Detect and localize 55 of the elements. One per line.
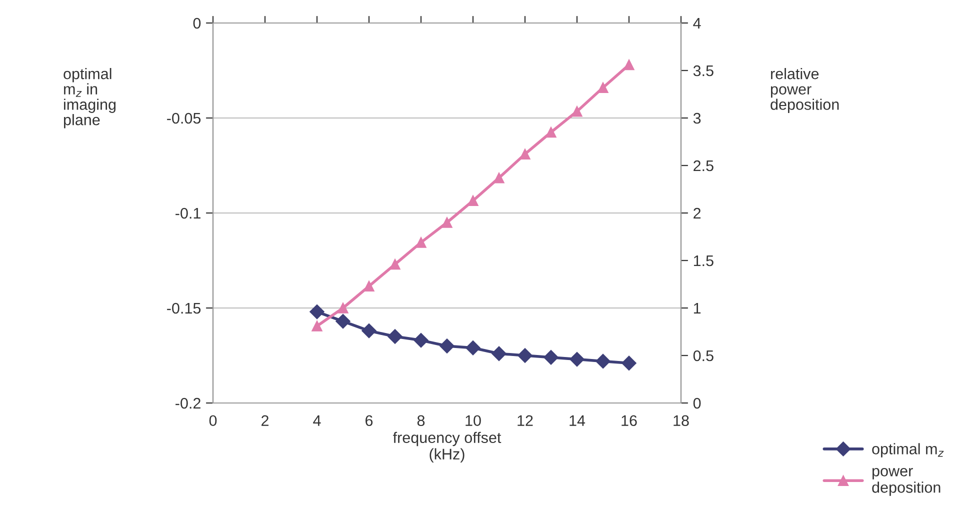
y-axis-title: optimal m$_{z}$ in imaging plane — [64, 68, 116, 128]
y-tick-label: -0.05 — [167, 112, 201, 124]
point — [572, 106, 582, 117]
point — [310, 304, 324, 320]
point — [624, 59, 634, 70]
y2-axis-title: relative power deposition — [770, 68, 839, 113]
y2-tick-label: 4 — [693, 18, 701, 29]
x-tick-label: 6 — [366, 415, 373, 426]
point — [440, 338, 454, 354]
point — [336, 314, 350, 329]
point — [312, 320, 322, 332]
y2-tick-label: 2 — [694, 208, 701, 219]
point — [598, 82, 608, 93]
point — [442, 217, 452, 228]
x-tick-label: 10 — [466, 415, 481, 426]
point — [362, 323, 376, 338]
x-tick-label: 12 — [518, 415, 533, 426]
y-tick-label: 0 — [193, 18, 201, 29]
point — [518, 348, 532, 363]
x-axis-title: frequency offset (kHz) — [393, 432, 502, 463]
point — [492, 346, 506, 361]
point — [596, 354, 610, 369]
point — [414, 332, 428, 348]
y2-tick-label: 1.5 — [694, 256, 714, 266]
point — [520, 148, 530, 160]
y-tick-label: -0.1 — [176, 208, 200, 219]
point — [570, 352, 584, 367]
x-tick-label: 2 — [262, 415, 268, 426]
x-tick-label: 4 — [313, 415, 321, 426]
x-tick-label: 8 — [417, 415, 425, 426]
x-tick-label: 18 — [674, 415, 689, 426]
point — [494, 172, 504, 184]
y-tick-label: -0.15 — [167, 302, 201, 314]
point — [388, 329, 402, 344]
point — [416, 237, 426, 248]
point — [466, 340, 480, 356]
legend-label: power deposition — [872, 468, 940, 496]
point — [622, 356, 636, 370]
y2-tick-label: 2.5 — [694, 160, 714, 172]
legend-label: optimal m$_{z}$ — [872, 443, 944, 458]
y2-tick-label: 0.5 — [693, 350, 714, 362]
point — [390, 258, 400, 270]
point — [364, 280, 374, 292]
point — [338, 302, 348, 314]
y-tick-label: -0.2 — [176, 398, 200, 409]
x-tick-label: 16 — [622, 415, 637, 426]
y2-tick-label: 3 — [693, 112, 701, 124]
y2-tick-label: 0 — [693, 398, 701, 409]
x-tick-label: 14 — [570, 415, 586, 426]
point — [546, 126, 556, 138]
y2-tick-label: 3.5 — [693, 65, 714, 76]
y2-tick-label: 1 — [694, 303, 701, 314]
point — [468, 195, 478, 206]
x-tick-label: 0 — [209, 415, 217, 426]
point — [544, 350, 558, 365]
